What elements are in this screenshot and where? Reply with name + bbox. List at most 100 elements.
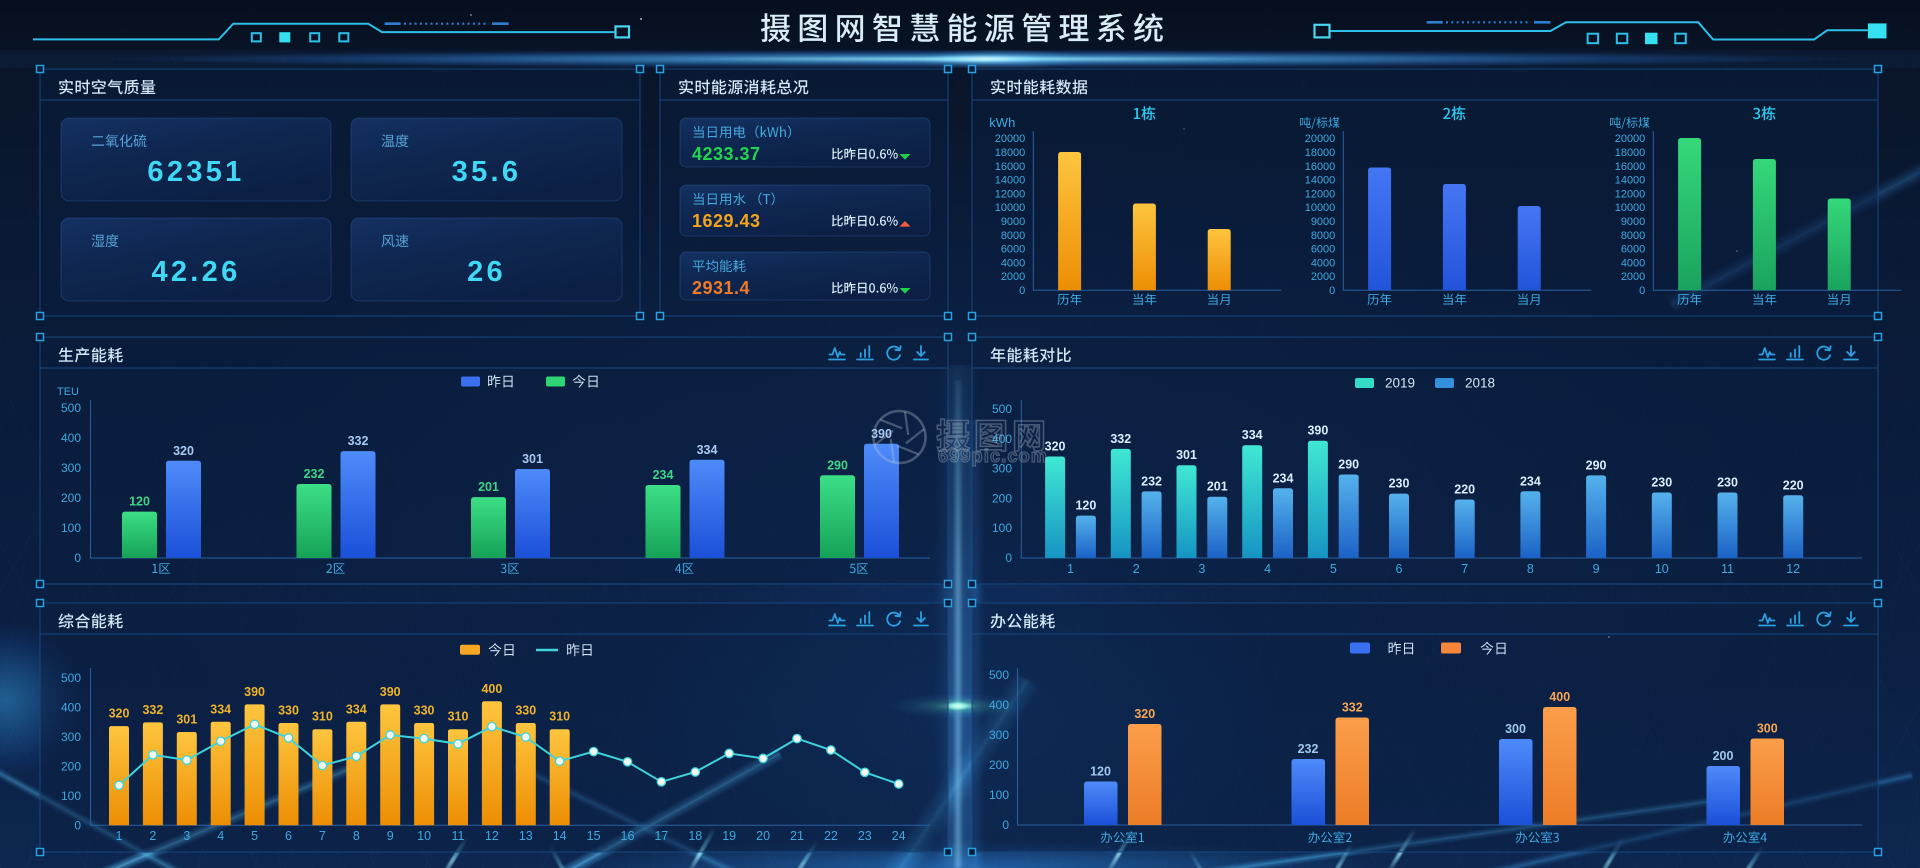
svg-text:500: 500	[989, 668, 1009, 682]
svg-text:14: 14	[553, 829, 567, 843]
svg-text:230: 230	[1389, 477, 1410, 491]
svg-text:2019: 2019	[1385, 376, 1415, 391]
svg-text:8000: 8000	[1621, 230, 1645, 242]
svg-text:4233.37: 4233.37	[692, 144, 761, 164]
svg-text:kWh: kWh	[989, 115, 1015, 130]
svg-text:334: 334	[210, 702, 231, 716]
svg-text:201: 201	[1207, 480, 1228, 494]
svg-text:301: 301	[1176, 448, 1197, 462]
svg-text:10000: 10000	[1615, 202, 1646, 214]
svg-text:2931.4: 2931.4	[692, 278, 750, 298]
svg-text:200: 200	[61, 491, 81, 505]
svg-text:200: 200	[989, 758, 1009, 772]
svg-text:11: 11	[1721, 562, 1734, 576]
svg-text:100: 100	[992, 521, 1012, 535]
svg-text:4: 4	[1264, 562, 1271, 576]
svg-text:230: 230	[1651, 476, 1672, 490]
svg-text:62351: 62351	[147, 156, 244, 188]
svg-text:10000: 10000	[995, 202, 1026, 214]
svg-text:320: 320	[1134, 707, 1155, 721]
svg-text:6000: 6000	[1001, 244, 1025, 256]
svg-text:400: 400	[61, 700, 81, 714]
svg-text:330: 330	[515, 704, 536, 718]
svg-text:100: 100	[61, 521, 81, 535]
svg-text:234: 234	[1273, 471, 1294, 485]
svg-text:3: 3	[183, 829, 190, 843]
svg-text:100: 100	[989, 788, 1009, 802]
svg-text:200: 200	[1713, 749, 1734, 763]
svg-text:1629.43: 1629.43	[692, 211, 761, 231]
svg-text:6000: 6000	[1621, 244, 1645, 256]
svg-text:24: 24	[892, 829, 906, 843]
svg-text:20000: 20000	[1615, 133, 1646, 145]
svg-text:120: 120	[129, 495, 150, 509]
svg-text:220: 220	[1454, 483, 1475, 497]
svg-text:8000: 8000	[1311, 230, 1335, 242]
svg-text:300: 300	[992, 462, 1012, 476]
svg-text:20: 20	[756, 829, 770, 843]
svg-text:400: 400	[992, 432, 1012, 446]
svg-text:10: 10	[417, 829, 431, 843]
svg-text:500: 500	[61, 401, 81, 415]
svg-text:1: 1	[116, 829, 123, 843]
svg-text:330: 330	[414, 704, 435, 718]
svg-text:310: 310	[448, 710, 469, 724]
svg-text:300: 300	[61, 730, 81, 744]
svg-text:290: 290	[1338, 458, 1359, 472]
svg-text:320: 320	[109, 707, 130, 721]
svg-text:334: 334	[697, 443, 718, 457]
svg-text:400: 400	[481, 682, 502, 696]
svg-text:20000: 20000	[995, 133, 1026, 145]
svg-text:400: 400	[61, 431, 81, 445]
svg-text:332: 332	[1110, 432, 1131, 446]
svg-text:7: 7	[1461, 562, 1468, 576]
svg-text:332: 332	[142, 703, 163, 717]
svg-text:8: 8	[1527, 562, 1534, 576]
svg-text:232: 232	[1141, 474, 1162, 488]
svg-text:15: 15	[587, 829, 601, 843]
svg-text:234: 234	[1520, 474, 1541, 488]
svg-text:500: 500	[992, 402, 1012, 416]
svg-text:9: 9	[387, 829, 394, 843]
svg-text:12000: 12000	[1615, 188, 1646, 200]
svg-text:5: 5	[1330, 562, 1337, 576]
svg-text:6000: 6000	[1311, 244, 1335, 256]
svg-text:11: 11	[452, 829, 465, 843]
svg-text:8000: 8000	[1001, 230, 1025, 242]
svg-text:22: 22	[824, 829, 838, 843]
svg-text:14000: 14000	[995, 175, 1026, 187]
svg-text:320: 320	[1045, 440, 1066, 454]
svg-text:35.6: 35.6	[452, 156, 522, 188]
svg-text:390: 390	[244, 685, 265, 699]
svg-text:500: 500	[61, 671, 81, 685]
svg-text:26: 26	[467, 256, 506, 288]
svg-text:2000: 2000	[1001, 271, 1025, 283]
svg-text:2000: 2000	[1311, 271, 1335, 283]
svg-text:9000: 9000	[1621, 216, 1645, 228]
svg-text:20000: 20000	[1305, 133, 1336, 145]
svg-text:4: 4	[217, 829, 224, 843]
svg-text:220: 220	[1783, 478, 1804, 492]
svg-text:310: 310	[312, 710, 333, 724]
svg-text:10: 10	[1655, 562, 1669, 576]
svg-text:18: 18	[688, 829, 702, 843]
svg-text:1: 1	[1067, 562, 1074, 576]
svg-text:334: 334	[1242, 428, 1263, 442]
svg-text:300: 300	[1757, 722, 1778, 736]
svg-text:0: 0	[1019, 285, 1025, 297]
svg-text:100: 100	[61, 789, 81, 803]
svg-text:300: 300	[1505, 722, 1526, 736]
svg-text:0: 0	[1005, 551, 1012, 565]
svg-text:23: 23	[858, 829, 872, 843]
svg-text:18000: 18000	[1305, 147, 1336, 159]
svg-text:0: 0	[1639, 285, 1645, 297]
svg-text:0: 0	[74, 818, 81, 832]
svg-text:16000: 16000	[1615, 161, 1646, 173]
svg-text:12000: 12000	[1305, 188, 1336, 200]
svg-text:2018: 2018	[1465, 376, 1495, 391]
svg-text:12: 12	[1786, 562, 1800, 576]
svg-text:332: 332	[1342, 701, 1363, 715]
svg-text:18000: 18000	[995, 147, 1026, 159]
svg-text:9000: 9000	[1311, 216, 1335, 228]
svg-text:TEU: TEU	[57, 386, 79, 398]
